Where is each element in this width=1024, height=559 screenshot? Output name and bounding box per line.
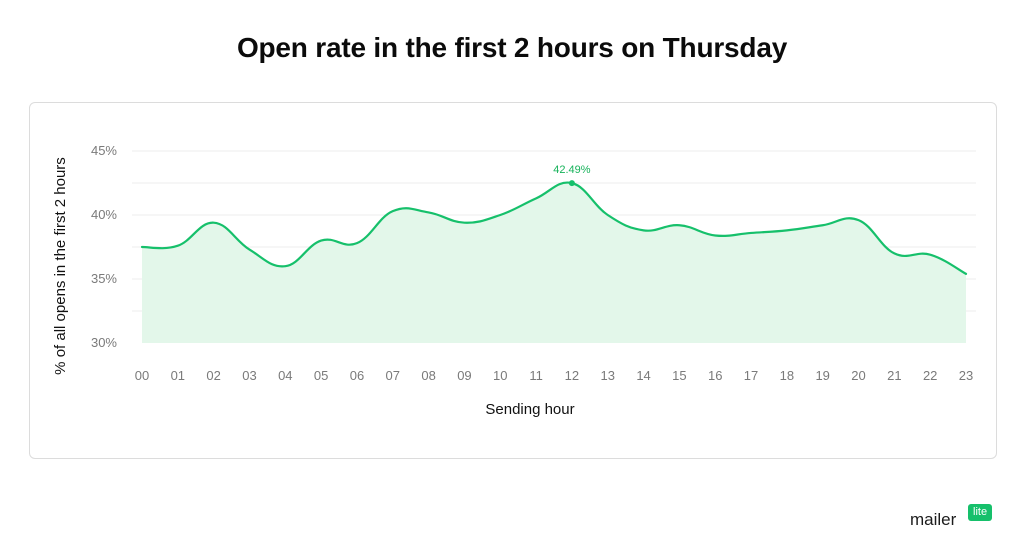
x-tick-label: 16 — [708, 368, 722, 383]
x-tick-label: 15 — [672, 368, 686, 383]
x-tick-label: 23 — [959, 368, 973, 383]
data-point — [427, 210, 431, 214]
x-tick-label: 21 — [887, 368, 901, 383]
x-tick-label: 02 — [206, 368, 220, 383]
data-point — [964, 272, 968, 276]
x-tick-label: 01 — [171, 368, 185, 383]
data-point — [749, 231, 753, 235]
data-point — [140, 245, 144, 249]
data-point — [247, 248, 251, 252]
data-point — [534, 196, 538, 200]
x-tick-label: 08 — [421, 368, 435, 383]
x-tick-label: 14 — [636, 368, 650, 383]
data-point — [283, 264, 287, 268]
chart-card: 30% 35% 40% 45% 00 01 02 03 04 05 06 07 08 09 10 11 12 1… — [29, 102, 997, 459]
x-tick-label: 04 — [278, 368, 292, 383]
open-rate-chart: 30% 35% 40% 45% 00 01 02 03 04 05 06 07 08 09 10 11 12 1… — [52, 143, 976, 418]
x-tick-label: 22 — [923, 368, 937, 383]
x-tick-label: 13 — [601, 368, 615, 383]
x-tick-label: 10 — [493, 368, 507, 383]
data-point — [391, 209, 395, 213]
series-area-fill — [142, 182, 966, 343]
x-tick-label: 12 — [565, 368, 579, 383]
data-points: 42.49% — [140, 164, 968, 276]
data-point — [928, 253, 932, 257]
x-tick-label: 06 — [350, 368, 364, 383]
x-tick-label: 09 — [457, 368, 471, 383]
data-point — [821, 223, 825, 227]
peak-data-label: 42.49% — [553, 164, 591, 176]
x-tick-label: 00 — [135, 368, 149, 383]
y-tick-label: 45% — [91, 143, 117, 158]
data-point — [677, 223, 681, 227]
x-tick-labels: 00 01 02 03 04 05 06 07 08 09 10 11 12 13 14 15 16 17 18 19… — [135, 368, 973, 383]
x-tick-label: 11 — [529, 368, 543, 383]
area-layer — [140, 181, 968, 343]
data-point — [713, 233, 717, 237]
x-tick-label: 03 — [242, 368, 256, 383]
logo-word: mailer — [910, 510, 957, 529]
x-axis-label: Sending hour — [485, 401, 574, 418]
peak-marker — [568, 180, 575, 187]
y-tick-label: 35% — [91, 271, 117, 286]
chart-title: Open rate in the first 2 hours on Thursd… — [236, 32, 788, 63]
data-point — [212, 221, 216, 225]
y-tick-label: 40% — [91, 207, 117, 222]
y-tick-label: 30% — [91, 335, 117, 350]
x-tick-label: 19 — [815, 368, 829, 383]
series-line — [140, 181, 968, 275]
logo-badge: lite — [968, 504, 993, 521]
x-tick-label: 05 — [314, 368, 328, 383]
x-tick-label: 20 — [851, 368, 865, 383]
x-tick-label: 18 — [780, 368, 794, 383]
data-point — [606, 213, 610, 217]
x-tick-label: 17 — [744, 368, 758, 383]
y-axis-label: % of all opens in the first 2 hours — [52, 157, 69, 375]
data-point — [355, 241, 359, 245]
data-point — [176, 244, 180, 248]
data-point — [785, 228, 789, 232]
data-point — [498, 213, 502, 217]
data-point — [319, 239, 323, 243]
y-tick-labels: 30% 35% 40% 45% — [91, 143, 117, 350]
x-tick-label: 07 — [386, 368, 400, 383]
data-point — [642, 228, 646, 232]
data-point — [857, 218, 861, 222]
data-point — [462, 221, 466, 225]
data-point — [892, 251, 896, 255]
